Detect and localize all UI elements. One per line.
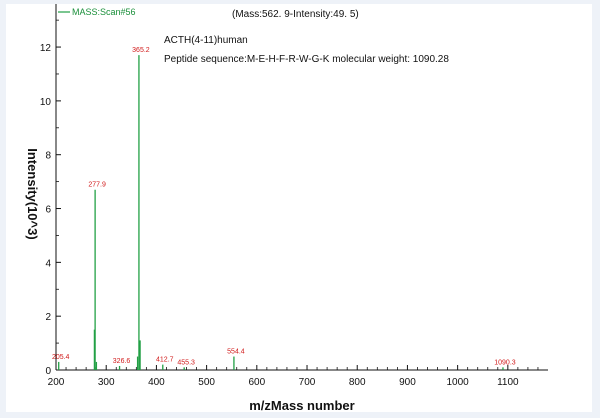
peak-label-455.3: 455.3 (177, 359, 195, 366)
mass-spectrum-chart: MASS:Scan#56 (Mass:562. 9-Intensity:49. … (25, 4, 548, 412)
x-tick-label-600: 600 (248, 377, 265, 388)
y-tick-label-2: 2 (45, 312, 51, 323)
peak-bars (58, 55, 504, 370)
peak-label-554.4: 554.4 (227, 349, 245, 356)
y-tick-label-12: 12 (40, 43, 52, 54)
annotation-peptide-sequence: Peptide sequence:M-E-H-F-R-W-G-K molecul… (164, 54, 449, 65)
legend-label: MASS:Scan#56 (72, 7, 136, 17)
chart-header-text: (Mass:562. 9-Intensity:49. 5) (232, 9, 359, 20)
y-tick-label-0: 0 (45, 366, 51, 377)
y-tick-label-4: 4 (45, 258, 51, 269)
x-axis-title: m/zMass number (249, 398, 354, 412)
y-axis-title: Intensity(10^3) (25, 148, 40, 239)
peak-label-1090.3: 1090.3 (494, 359, 516, 366)
peak-label-412.7: 412.7 (156, 357, 174, 364)
axis-ticks: 200 300 400 500 600 700 800 900 1000 1100 0 2 4 6 8 10 1… (40, 19, 539, 388)
x-tick-label-200: 200 (48, 377, 65, 388)
x-tick-label-400: 400 (148, 377, 165, 388)
x-tick-label-300: 300 (98, 377, 115, 388)
peak-label-205.4: 205.4 (52, 354, 70, 361)
x-tick-label-700: 700 (299, 377, 316, 388)
x-tick-label-800: 800 (349, 377, 366, 388)
y-tick-label-8: 8 (45, 151, 51, 162)
peak-label-365.2: 365.2 (132, 47, 150, 54)
x-tick-label-900: 900 (399, 377, 416, 388)
peak-label-326.6: 326.6 (113, 358, 131, 365)
annotation-peptide-name: ACTH(4-11)human (164, 35, 248, 46)
y-tick-label-6: 6 (45, 205, 51, 216)
peak-label-277.9: 277.9 (88, 182, 106, 189)
peak-labels: 205.4 277.9 326.6 365.2 412.7 455.3 554.4 1090.… (52, 47, 516, 366)
x-tick-label-1000: 1000 (447, 377, 470, 388)
x-tick-label-1100: 1100 (497, 377, 519, 388)
x-tick-label-500: 500 (198, 377, 215, 388)
y-tick-label-10: 10 (40, 97, 52, 108)
chart-frame: MASS:Scan#56 (Mass:562. 9-Intensity:49. … (6, 4, 592, 412)
